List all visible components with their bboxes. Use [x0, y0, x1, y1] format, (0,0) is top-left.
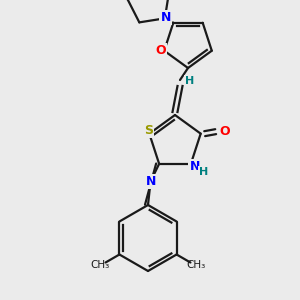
- Text: N: N: [146, 175, 156, 188]
- Text: H: H: [185, 76, 195, 86]
- Text: O: O: [219, 125, 230, 138]
- Text: S: S: [144, 124, 153, 137]
- Text: CH₃: CH₃: [91, 260, 110, 271]
- Text: N: N: [190, 160, 200, 173]
- Text: N: N: [161, 11, 171, 24]
- Text: H: H: [199, 167, 208, 177]
- Text: O: O: [155, 44, 166, 57]
- Text: CH₃: CH₃: [186, 260, 205, 271]
